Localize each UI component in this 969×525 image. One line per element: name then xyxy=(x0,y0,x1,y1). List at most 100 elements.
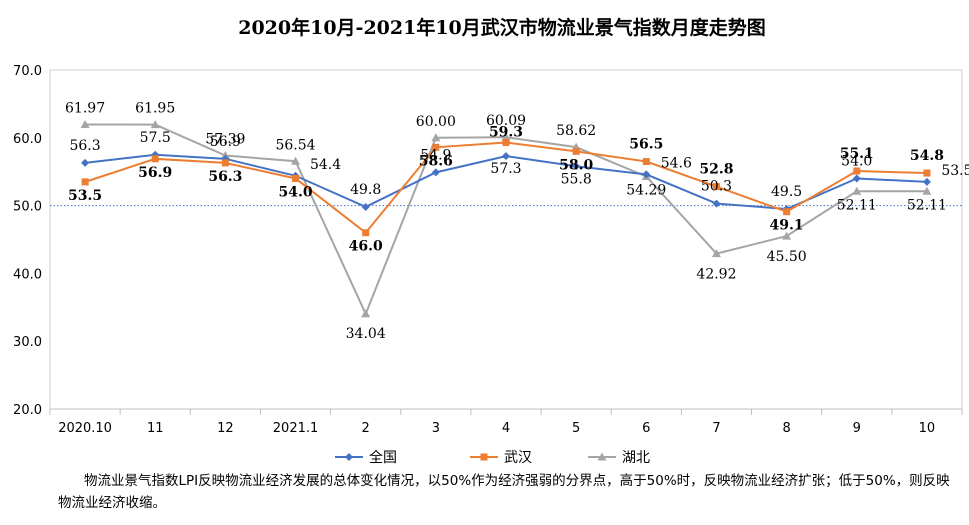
data-label: 54.0 xyxy=(841,153,872,169)
legend-marker xyxy=(480,453,488,461)
x-tick-label: 12 xyxy=(217,421,234,436)
data-point-marker xyxy=(81,158,90,167)
x-tick-label: 8 xyxy=(782,421,790,436)
data-label: 53.5 xyxy=(68,188,102,204)
x-tick-label: 5 xyxy=(572,421,580,436)
data-label: 46.0 xyxy=(349,239,383,255)
data-point-marker xyxy=(572,162,581,171)
data-label: 58.6 xyxy=(419,153,453,169)
y-tick-label: 60.0 xyxy=(13,132,42,147)
legend-item: 湖北 xyxy=(588,450,650,466)
data-point-marker xyxy=(923,169,931,177)
data-label: 49.1 xyxy=(770,218,804,234)
line-chart: 2020年10月-2021年10月武汉市物流业景气指数月度走势图 20.0 30.… xyxy=(13,16,969,466)
data-label: 56.9 xyxy=(210,134,241,150)
data-point-marker xyxy=(80,119,90,128)
x-tick-label: 2021.1 xyxy=(273,421,319,436)
data-point-marker xyxy=(852,174,861,183)
legend-label: 武汉 xyxy=(504,450,532,466)
data-labels: 56.3 57.5 56.9 54.4 49.8 54.9 57.3 55.8 54.6 50.3… xyxy=(65,100,969,341)
x-tick-label: 11 xyxy=(147,421,164,436)
series-lines xyxy=(80,119,932,318)
data-label: 55.1 xyxy=(840,146,874,162)
data-point-marker xyxy=(782,231,792,240)
legend-marker xyxy=(597,452,607,461)
data-label: 54.0 xyxy=(278,184,312,200)
data-label: 54.4 xyxy=(310,157,341,173)
data-point-marker xyxy=(853,167,861,175)
data-label: 57.39 xyxy=(205,131,245,147)
y-tick-label: 70.0 xyxy=(13,64,42,79)
data-label: 52.11 xyxy=(837,197,877,213)
data-label: 54.29 xyxy=(626,183,666,199)
data-label: 60.09 xyxy=(486,113,526,129)
data-label: 49.5 xyxy=(771,184,802,200)
data-label: 61.95 xyxy=(135,101,175,117)
data-label: 42.92 xyxy=(696,267,736,283)
data-point-marker xyxy=(642,158,650,166)
data-label: 54.8 xyxy=(910,148,944,164)
data-label: 57.3 xyxy=(490,161,521,177)
data-point-marker xyxy=(712,183,720,191)
x-tick-label: 6 xyxy=(642,421,650,436)
data-label: 56.3 xyxy=(69,138,100,154)
chart-footnote: 物流业景气指数LPI反映物流业经济发展的总体变化情况，以50%作为经济强弱的分界… xyxy=(58,470,953,514)
data-label: 57.5 xyxy=(140,130,171,146)
data-label: 52.8 xyxy=(699,162,733,178)
data-point-marker xyxy=(292,174,300,182)
data-point-marker xyxy=(502,152,510,161)
data-point-marker xyxy=(711,249,721,258)
data-point-marker xyxy=(502,139,510,147)
x-tick-label: 10 xyxy=(919,421,936,436)
data-label: 53.5 xyxy=(941,163,969,179)
axes: 20.0 30.0 40.0 50.0 60.0 70.0 2020.10 11 12 2021.… xyxy=(13,64,963,436)
y-tick-label: 50.0 xyxy=(13,200,42,215)
data-point-marker xyxy=(362,229,370,237)
data-label: 60.00 xyxy=(416,114,456,130)
legend-label: 全国 xyxy=(369,449,397,466)
data-label: 61.97 xyxy=(65,100,105,116)
data-point-marker xyxy=(361,202,370,211)
data-label: 54.9 xyxy=(420,147,451,163)
data-label: 56.5 xyxy=(629,137,663,153)
data-label: 58.62 xyxy=(556,123,596,139)
x-tick-label: 9 xyxy=(853,421,861,436)
data-point-marker xyxy=(642,170,651,179)
data-point-marker xyxy=(150,120,160,129)
data-point-marker xyxy=(291,156,301,165)
data-point-marker xyxy=(361,309,371,318)
legend: 全国 武汉 湖北 xyxy=(335,449,650,466)
data-point-marker xyxy=(431,133,441,142)
y-tick-label: 30.0 xyxy=(13,335,42,350)
x-tick-label: 3 xyxy=(432,421,440,436)
data-point-marker xyxy=(432,143,440,151)
legend-label: 湖北 xyxy=(622,450,650,466)
x-tick-label: 2 xyxy=(362,421,370,436)
y-tick-label: 40.0 xyxy=(13,267,42,282)
data-point-marker xyxy=(501,132,511,141)
data-label: 45.50 xyxy=(767,249,807,265)
x-tick-label: 7 xyxy=(712,421,720,436)
data-label: 55.8 xyxy=(561,171,592,187)
data-label: 56.54 xyxy=(275,137,315,153)
data-label: 58.0 xyxy=(559,157,593,173)
x-tick-label: 2020.10 xyxy=(58,421,112,436)
legend-marker xyxy=(345,453,353,461)
x-tick-label: 4 xyxy=(502,421,510,436)
chart-title: 2020年10月-2021年10月武汉市物流业景气指数月度走势图 xyxy=(238,16,766,39)
data-label: 52.11 xyxy=(907,197,947,213)
data-label: 50.3 xyxy=(701,179,732,195)
data-point-marker xyxy=(922,186,932,195)
y-tick-label: 20.0 xyxy=(13,403,42,418)
legend-item: 全国 xyxy=(335,449,397,466)
data-point-marker xyxy=(221,159,229,167)
data-label: 54.6 xyxy=(661,155,692,171)
data-point-marker xyxy=(81,178,89,186)
data-point-marker xyxy=(922,177,931,186)
data-point-marker xyxy=(783,208,791,216)
data-point-marker xyxy=(431,168,440,177)
data-point-marker xyxy=(151,155,159,163)
legend-item: 武汉 xyxy=(470,450,532,466)
data-point-marker xyxy=(572,147,580,155)
data-label: 59.3 xyxy=(489,125,523,141)
